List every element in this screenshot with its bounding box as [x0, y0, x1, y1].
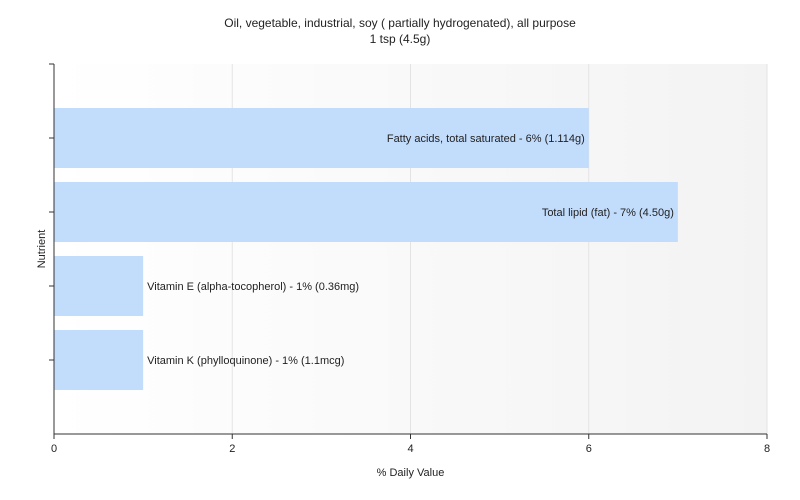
chart-subtitle: 1 tsp (4.5g) — [369, 32, 431, 46]
bar — [54, 182, 678, 242]
bar — [54, 108, 589, 168]
bar — [54, 330, 144, 390]
x-tick-label: 0 — [51, 443, 57, 455]
chart-title: Oil, vegetable, industrial, soy ( partia… — [224, 16, 576, 30]
bar-label: Fatty acids, total saturated - 6% (1.114… — [387, 133, 585, 145]
axes: 0 2 4 6 8 — [49, 63, 770, 455]
y-axis-label: Nutrient — [36, 230, 48, 269]
x-axis-label: % Daily Value — [377, 467, 445, 479]
bar-label: Vitamin E (alpha-tocopherol) - 1% (0.36m… — [147, 281, 359, 293]
bar — [54, 256, 144, 316]
x-tick-label: 6 — [586, 443, 592, 455]
x-tick-label: 8 — [764, 443, 770, 455]
bar-label: Total lipid (fat) - 7% (4.50g) — [542, 207, 674, 219]
x-tick-label: 4 — [407, 443, 413, 455]
bar-label: Vitamin K (phylloquinone) - 1% (1.1mcg) — [147, 355, 344, 367]
x-tick-label: 2 — [229, 443, 235, 455]
bars: Fatty acids, total saturated - 6% (1.114… — [54, 108, 678, 390]
